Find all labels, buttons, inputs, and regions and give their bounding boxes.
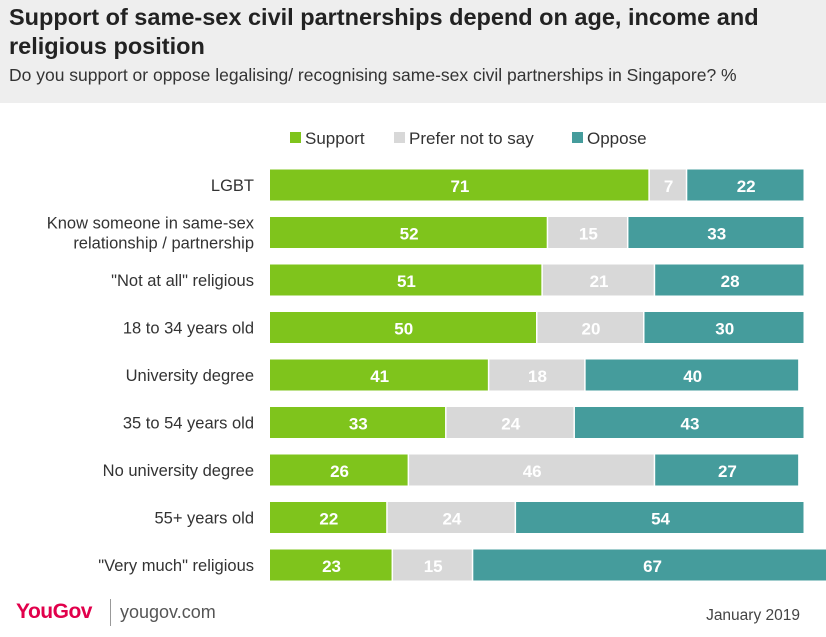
chart-subtitle: Do you support or oppose legalising/ rec… xyxy=(9,65,737,85)
category-label: University degree xyxy=(126,367,254,385)
bar-oppose xyxy=(644,312,804,343)
data-label-support: 22 xyxy=(319,510,338,529)
data-label-support: 23 xyxy=(322,557,341,576)
bar-support xyxy=(270,169,649,201)
bar-prefer-not-to-say xyxy=(409,454,654,486)
category-label: LGBT xyxy=(211,177,254,195)
footer-divider xyxy=(110,599,111,626)
bar-prefer-not-to-say xyxy=(542,264,654,296)
data-label-oppose: 40 xyxy=(683,367,702,386)
data-label-prefer-not-to-say: 15 xyxy=(424,557,443,576)
data-label-oppose: 22 xyxy=(737,177,756,196)
data-label-oppose: 43 xyxy=(681,415,700,434)
legend-label-oppose: Oppose xyxy=(587,129,647,148)
category-label: 18 to 34 years old xyxy=(123,320,254,338)
bar-prefer-not-to-say xyxy=(537,312,643,343)
bar-oppose xyxy=(516,502,804,533)
data-label-oppose: 54 xyxy=(651,510,670,529)
category-label: 35 to 54 years old xyxy=(123,415,254,433)
bar-support xyxy=(270,454,408,486)
data-label-prefer-not-to-say: 7 xyxy=(664,177,673,196)
data-label-oppose: 30 xyxy=(715,320,734,339)
data-label-support: 52 xyxy=(400,225,419,244)
bar-support xyxy=(270,359,488,391)
bar-support xyxy=(270,549,392,581)
data-label-oppose: 27 xyxy=(718,462,737,481)
chart-title: Support of same-sex civil partnerships d… xyxy=(9,4,759,59)
category-label: No university degree xyxy=(103,462,254,480)
legend-label-support: Support xyxy=(305,129,365,148)
legend-swatch-prefer-not-to-say xyxy=(394,132,405,143)
data-label-oppose: 33 xyxy=(707,225,726,244)
bar-support xyxy=(270,312,536,343)
bar-prefer-not-to-say xyxy=(393,549,472,581)
bar-prefer-not-to-say xyxy=(446,407,574,438)
bar-oppose xyxy=(655,264,804,296)
bar-support xyxy=(270,407,446,438)
bar-support xyxy=(270,264,542,296)
data-label-support: 50 xyxy=(394,320,413,339)
bar-prefer-not-to-say xyxy=(649,169,686,201)
data-label-prefer-not-to-say: 18 xyxy=(528,367,547,386)
legend-swatch-support xyxy=(290,132,301,143)
data-label-support: 33 xyxy=(349,415,368,434)
data-label-prefer-not-to-say: 21 xyxy=(590,272,609,291)
category-label: "Very much" religious xyxy=(98,557,254,575)
data-label-oppose: 28 xyxy=(721,272,740,291)
bar-oppose xyxy=(473,549,826,581)
data-label-prefer-not-to-say: 20 xyxy=(582,320,601,339)
data-label-prefer-not-to-say: 24 xyxy=(501,415,520,434)
bar-support xyxy=(270,502,387,533)
data-label-support: 41 xyxy=(370,367,389,386)
bar-oppose xyxy=(687,169,804,201)
bar-prefer-not-to-say xyxy=(489,359,585,391)
footer-url: yougov.com xyxy=(120,602,216,622)
data-label-support: 71 xyxy=(450,177,469,196)
yougov-logo: YouGov xyxy=(16,600,92,623)
legend-swatch-oppose xyxy=(572,132,583,143)
bar-oppose xyxy=(628,217,804,248)
category-label: Know someone in same-sex relationship / p… xyxy=(47,215,255,253)
category-label: 55+ years old xyxy=(154,510,254,528)
bar-oppose xyxy=(585,359,799,391)
category-label: "Not at all" religious xyxy=(111,272,254,290)
data-label-prefer-not-to-say: 24 xyxy=(442,510,461,529)
footer-date: January 2019 xyxy=(706,607,800,624)
bar-oppose xyxy=(574,407,804,438)
data-label-support: 51 xyxy=(397,272,416,291)
stacked-bar-chart: Support Prefer not to say Oppose LGBT 71 7 22 K… xyxy=(47,129,826,581)
data-label-oppose: 67 xyxy=(643,557,662,576)
data-label-prefer-not-to-say: 15 xyxy=(579,225,598,244)
bar-oppose xyxy=(655,454,799,486)
header-band: Support of same-sex civil partnerships d… xyxy=(0,0,826,103)
data-label-prefer-not-to-say: 46 xyxy=(523,462,542,481)
bar-support xyxy=(270,217,547,248)
bar-prefer-not-to-say xyxy=(387,502,515,533)
data-label-support: 26 xyxy=(330,462,349,481)
bar-prefer-not-to-say xyxy=(548,217,627,248)
legend-label-prefer-not-to-say: Prefer not to say xyxy=(409,129,534,148)
